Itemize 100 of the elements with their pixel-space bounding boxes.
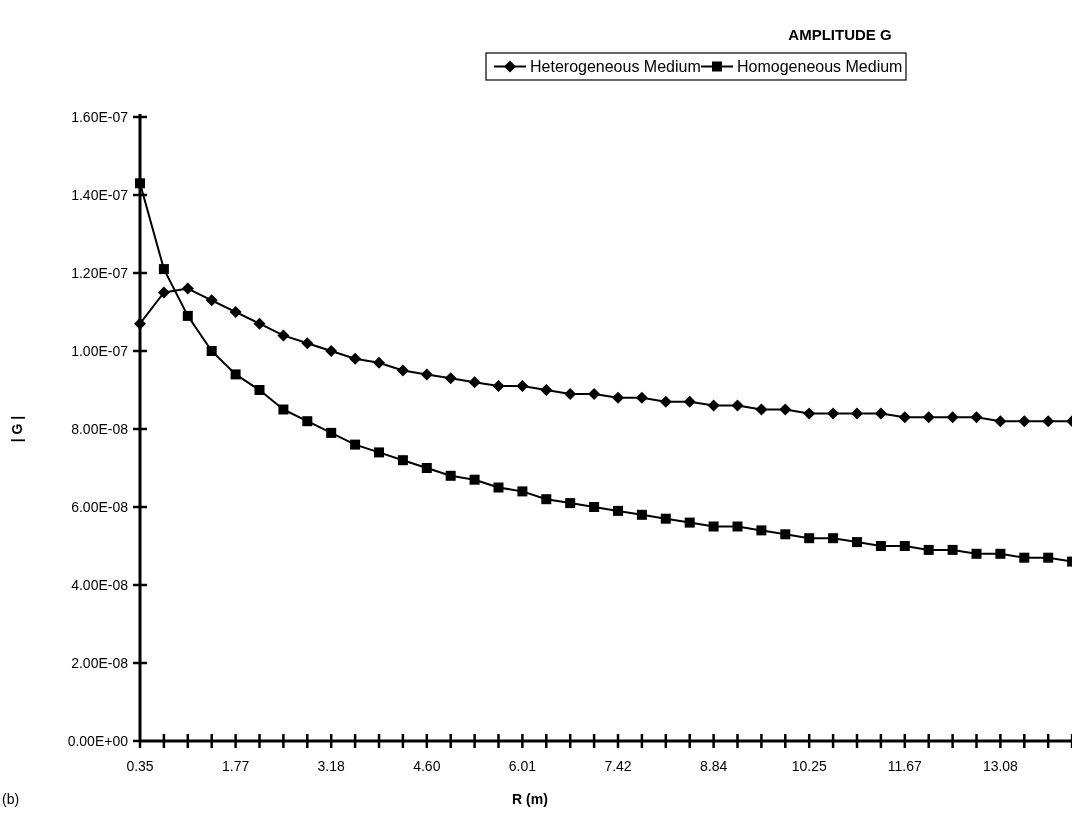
point: [516, 380, 529, 393]
point: [468, 376, 481, 389]
point: [230, 369, 241, 380]
point: [1042, 415, 1055, 428]
point: [588, 387, 601, 400]
point: [277, 329, 290, 342]
point: [517, 486, 528, 497]
point: [1018, 415, 1031, 428]
point: [683, 395, 696, 408]
point: [396, 364, 409, 377]
x-tick-label: 11.67: [887, 758, 923, 774]
point: [374, 447, 384, 458]
point: [493, 482, 504, 493]
x-tick-label: 1.77: [221, 758, 250, 774]
point: [445, 470, 456, 481]
x-tick-label: 8.84: [699, 758, 728, 774]
y-axis-title: | G |: [9, 415, 25, 443]
point: [397, 455, 408, 466]
point: [947, 544, 958, 555]
point: [135, 178, 145, 189]
point: [205, 294, 218, 307]
point: [420, 368, 433, 381]
chart-title: AMPLITUDE G: [788, 26, 892, 43]
point: [875, 541, 886, 551]
x-tick-label: 0.35: [126, 758, 154, 774]
point: [540, 384, 553, 396]
x-tick-label: 13.08: [982, 758, 1019, 774]
point: [660, 513, 671, 524]
point: [158, 264, 169, 275]
point: [421, 463, 432, 473]
point: [899, 541, 910, 551]
point: [755, 403, 768, 416]
legend-label: Homogeneous Medium: [737, 58, 903, 76]
point: [827, 407, 840, 420]
point: [157, 286, 170, 299]
y-tick-label: 0.00E+00: [67, 732, 129, 749]
point: [922, 411, 935, 424]
point: [971, 548, 982, 559]
point: [541, 494, 552, 505]
y-tick-label: 8.00E-08: [71, 420, 129, 437]
point: [613, 505, 623, 516]
point: [756, 525, 767, 536]
point: [779, 403, 792, 416]
point: [946, 411, 959, 424]
point: [326, 427, 337, 438]
point: [253, 317, 266, 330]
point: [1019, 552, 1030, 563]
x-tick-label: 10.25: [791, 758, 827, 774]
point: [898, 411, 911, 424]
y-tick-label: 2.00E-08: [71, 654, 129, 671]
point: [444, 372, 457, 385]
x-tick-label: 4.60: [413, 758, 441, 774]
y-tick-label: 6.00E-08: [71, 498, 129, 515]
point: [492, 380, 505, 393]
point: [302, 416, 313, 427]
y-tick-label: 1.60E-07: [71, 108, 129, 125]
point: [229, 306, 242, 318]
point: [708, 521, 719, 532]
x-tick-label: 7.42: [604, 758, 632, 774]
point: [469, 474, 480, 485]
point: [804, 533, 815, 544]
point: [182, 310, 193, 321]
point: [565, 498, 576, 509]
point: [659, 395, 672, 408]
point: [181, 282, 194, 295]
x-tick-label: 6.01: [508, 758, 537, 774]
point: [612, 391, 624, 404]
point: [301, 337, 314, 350]
point: [852, 537, 862, 548]
point: [874, 407, 887, 420]
point: [803, 407, 816, 420]
y-tick-label: 1.00E-07: [71, 342, 129, 359]
point: [349, 352, 362, 365]
point: [732, 521, 743, 532]
point: [994, 415, 1007, 428]
point: [1043, 552, 1054, 563]
point: [635, 391, 648, 404]
point: [373, 356, 385, 369]
legend-label: Heterogeneous Medium: [530, 58, 701, 76]
y-tick-label: 1.20E-07: [71, 264, 129, 281]
point: [780, 529, 791, 540]
point: [731, 399, 744, 412]
point: [254, 385, 265, 395]
point: [350, 439, 361, 450]
y-tick-label: 1.40E-07: [71, 186, 129, 203]
point: [589, 502, 600, 512]
point: [636, 509, 647, 520]
point: [684, 517, 695, 528]
point: [278, 404, 289, 415]
y-tick-label: 4.00E-08: [71, 576, 129, 593]
point: [923, 544, 934, 555]
point: [707, 399, 720, 412]
point: [325, 345, 338, 357]
point: [851, 407, 863, 420]
x-axis-title: R (m): [512, 791, 548, 807]
x-tick-label: 3.18: [317, 758, 346, 774]
text: (b): [2, 791, 20, 807]
point: [995, 548, 1006, 559]
point: [970, 411, 983, 424]
point: [206, 346, 217, 356]
